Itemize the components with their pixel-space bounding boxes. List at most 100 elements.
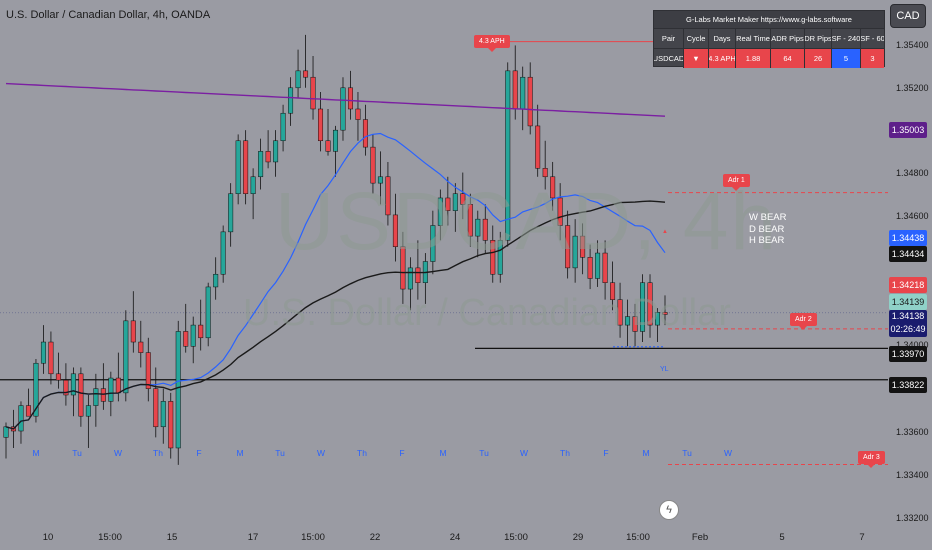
day-label: M [236, 448, 244, 458]
candle-body [138, 341, 144, 353]
bias-weekly: W BEAR [749, 212, 787, 223]
price-tag-blue: 1.34438 [889, 230, 927, 246]
header-cell: ADR Pips [771, 29, 805, 48]
candle-body [310, 76, 316, 110]
header-cell: Days [709, 29, 736, 48]
candle-body [130, 320, 136, 343]
candle-body [63, 379, 69, 396]
candle-body [115, 377, 121, 394]
candle-body [213, 273, 219, 288]
ma-black-line [5, 200, 666, 430]
candle-body [295, 70, 301, 89]
price-tag-purple: 1.35003 [889, 122, 927, 138]
candle-body [482, 218, 488, 241]
day-label: Tu [275, 448, 285, 458]
candle-body [647, 282, 653, 326]
market-maker-title: G-Labs Market Maker https://www.g-labs.s… [654, 11, 884, 29]
header-cell: Pair [654, 29, 684, 48]
candle-body [228, 193, 234, 233]
candle-body [258, 151, 264, 178]
candle-body [100, 388, 106, 402]
candle-body [175, 331, 181, 449]
x-label: 5 [779, 532, 785, 543]
x-label: 15:00 [301, 532, 325, 543]
candle-body [108, 377, 114, 402]
header-cell: SF - 240 [832, 29, 861, 48]
candle-body [220, 231, 226, 275]
candle-body [168, 401, 174, 449]
candle-body [497, 240, 503, 275]
candle-body [475, 218, 481, 237]
candle-body [85, 405, 91, 417]
x-label: 22 [369, 532, 381, 543]
tiny-marker: ▲ [662, 229, 668, 235]
day-label: F [399, 448, 405, 458]
candle-body [235, 140, 241, 194]
y-tick: 1.35400 [896, 40, 929, 50]
candle-body [557, 197, 563, 226]
candle-body [595, 252, 601, 279]
candle-body [340, 87, 346, 131]
adr1-label: Adr 1 [723, 174, 750, 191]
y-tick: 1.35200 [896, 83, 929, 93]
x-label: 15:00 [98, 532, 122, 543]
candle-body [198, 324, 204, 339]
cycle-down-icon: ▼ [684, 49, 709, 68]
day-label: M [32, 448, 40, 458]
y-tick: 1.33200 [896, 513, 929, 523]
adr2-label: Adr 2 [790, 313, 817, 330]
x-label: 10 [42, 532, 54, 543]
day-label: Tu [479, 448, 489, 458]
candle-body [452, 193, 458, 211]
price-tag-teal: 1.34139 [889, 294, 927, 310]
candle-body [48, 341, 54, 375]
day-label: Th [560, 448, 570, 458]
symbol-title: U.S. Dollar / Canadian Dollar, 4h, OANDA [6, 9, 211, 21]
candle-body [505, 70, 511, 241]
candle-body [303, 70, 309, 78]
x-label: 15:00 [504, 532, 528, 543]
x-label: 15 [166, 532, 178, 543]
candle-body [490, 240, 496, 275]
candle-body [527, 76, 533, 127]
price-tag-current: 1.34138 02:26:49 [889, 310, 927, 337]
candle-body [160, 401, 166, 428]
day-label: Tu [682, 448, 692, 458]
candle-body [430, 225, 436, 262]
data-cell: 64 [771, 49, 805, 68]
candle-body [550, 176, 556, 199]
candle-body [153, 388, 159, 428]
day-label: W [519, 448, 529, 458]
data-cell: 1.88 [736, 49, 771, 68]
candle-body [288, 87, 294, 114]
candle-body [535, 125, 541, 169]
candle-body [385, 176, 391, 216]
y-tick: 1.33400 [896, 470, 929, 480]
day-label: Th [153, 448, 163, 458]
candle-body [190, 324, 196, 347]
candle-body [580, 235, 586, 258]
candle-body [392, 214, 398, 247]
candle-body [370, 146, 376, 184]
day-label: W [316, 448, 326, 458]
price-tag-line1: 1.33970 [889, 346, 927, 362]
day-label: M [439, 448, 447, 458]
candle-body [662, 312, 668, 315]
currency-button[interactable]: CAD [890, 4, 926, 28]
data-cell: 5 [832, 49, 861, 68]
candle-body [3, 426, 9, 438]
aph-label: 4.3 APH [474, 35, 510, 52]
candle-body [565, 225, 571, 269]
lightning-icon[interactable]: ϟ [659, 500, 679, 520]
countdown-timer: 02:26:49 [890, 324, 926, 334]
candle-body [512, 70, 518, 110]
bias-hourly: H BEAR [749, 235, 785, 246]
candle-body [265, 151, 271, 163]
market-maker-data-row: USDCAD ▼ 4.3 APH 1.88 64 26 5 3 [654, 49, 884, 68]
day-label: M [642, 448, 650, 458]
x-label: 15:00 [626, 532, 650, 543]
current-price: 1.34138 [891, 311, 925, 321]
candle-body [18, 405, 24, 432]
candle-body [123, 320, 129, 394]
